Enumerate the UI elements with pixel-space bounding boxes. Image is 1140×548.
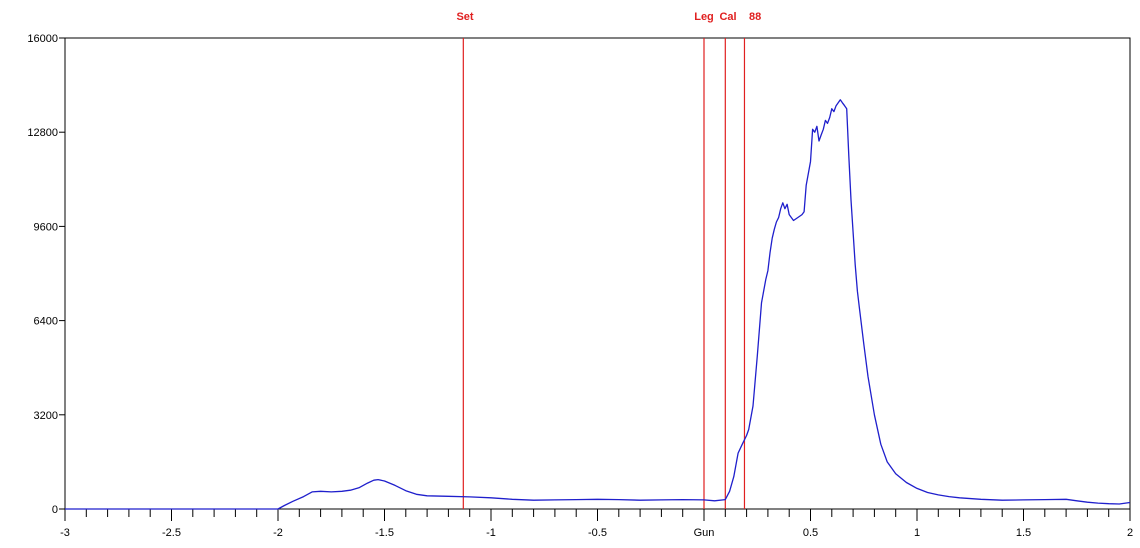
y-tick-label: 16000: [27, 33, 58, 45]
x-tick-label: -0.5: [588, 527, 607, 539]
x-tick-label: Gun: [694, 527, 715, 539]
y-tick-label: 0: [52, 504, 58, 516]
y-tick-label: 12800: [27, 127, 58, 139]
vertical-markers: [462, 38, 746, 509]
marker-label: Leg: [694, 11, 714, 23]
axes: [59, 37, 1131, 521]
series-group: [65, 99, 1131, 510]
plot-frame: [64, 37, 1131, 510]
marker-label: 88: [749, 11, 761, 23]
y-tick-label: 3200: [34, 410, 58, 422]
series-line: [65, 99, 1131, 510]
x-tick-label: 2: [1127, 527, 1133, 539]
x-tick-label: -3: [60, 527, 70, 539]
x-tick-label: -1: [486, 527, 496, 539]
marker-label: Cal: [719, 11, 736, 23]
tick-labels: 0 3200 6400 9600 12800 16000 -3 -2.5 -2 -1.5 -1 -0.…: [27, 11, 1133, 539]
marker-label: Set: [456, 11, 473, 23]
y-tick-label: 6400: [34, 316, 58, 328]
x-tick-label: -2: [273, 527, 283, 539]
x-tick-label: 1: [914, 527, 920, 539]
x-tick-label: -2.5: [162, 527, 181, 539]
x-tick-label: 1.5: [1016, 527, 1031, 539]
x-tick-label: 0.5: [803, 527, 818, 539]
y-tick-label: 9600: [34, 221, 58, 233]
x-tick-label: -1.5: [375, 527, 394, 539]
